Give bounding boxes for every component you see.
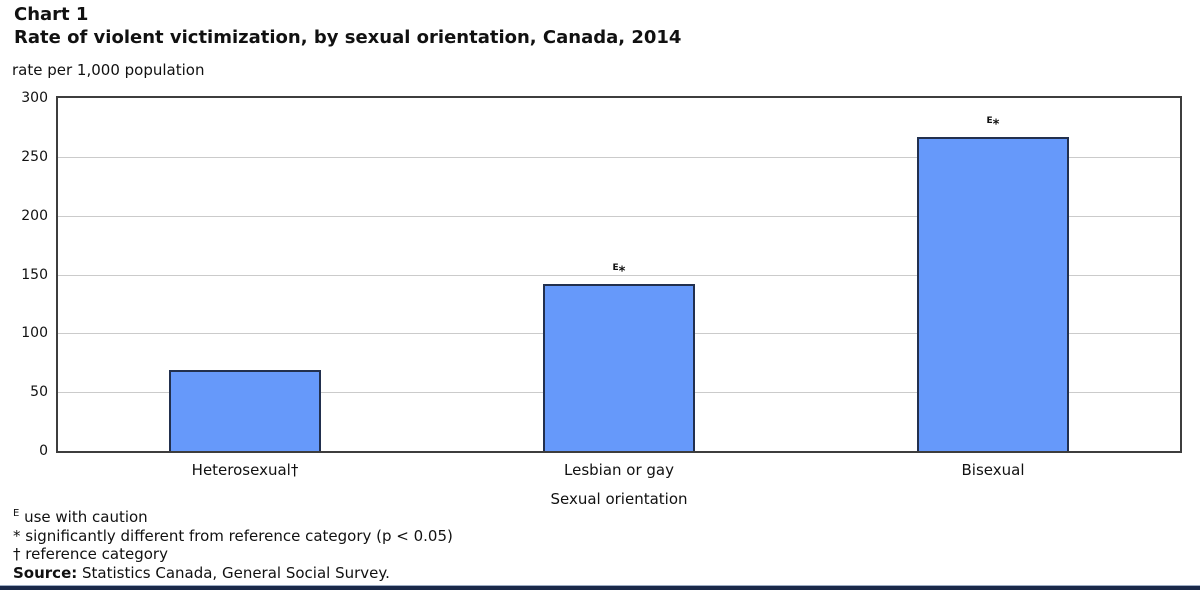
- y-axis-unit-label: rate per 1,000 population: [12, 61, 205, 79]
- y-tick-300: 300: [21, 90, 48, 106]
- y-tick-100: 100: [21, 325, 48, 342]
- source-text: Statistics Canada, General Social Survey…: [77, 563, 390, 582]
- significance-symbol: *: [13, 526, 21, 545]
- bar-annotation-bisexual: E*: [986, 115, 1000, 132]
- y-tick-250: 250: [21, 148, 48, 165]
- footnote-use-with-caution: E use with caution: [13, 508, 453, 527]
- caution-text: use with caution: [19, 508, 148, 526]
- footnotes-block: E use with caution * significantly diffe…: [13, 508, 453, 582]
- x-axis-title: Sexual orientation: [550, 490, 688, 508]
- x-category-heterosexual: Heterosexual†: [191, 461, 299, 479]
- bar-lesbian-or-gay: [543, 283, 695, 451]
- y-tick-150: 150: [21, 266, 48, 283]
- y-tick-200: 200: [21, 207, 48, 224]
- source-label: Source:: [13, 563, 78, 582]
- chart-title: Rate of violent victimization, by sexual…: [14, 27, 682, 48]
- bottom-border-rule: [0, 585, 1200, 590]
- reference-text: reference category: [20, 545, 168, 563]
- x-category-bisexual: Bisexual: [961, 461, 1025, 479]
- chart-number-label: Chart 1: [14, 4, 89, 25]
- footnote-source: Source: Statistics Canada, General Socia…: [13, 564, 453, 583]
- significance-text: significantly different from reference c…: [20, 526, 453, 545]
- bar-bisexual: [917, 136, 1069, 451]
- reference-symbol: †: [13, 545, 21, 563]
- gridline-200: [58, 215, 1180, 217]
- plot-area: E* E*: [56, 96, 1182, 453]
- y-tick-0: 0: [39, 443, 48, 459]
- footnote-reference-category: † reference category: [13, 545, 453, 564]
- y-tick-50: 50: [30, 384, 48, 401]
- caution-symbol: E: [13, 508, 20, 519]
- gridline-250: [58, 156, 1180, 158]
- bar-annotation-lesbian-or-gay: E*: [612, 262, 626, 279]
- bar-heterosexual: [169, 369, 321, 451]
- x-category-lesbian-or-gay: Lesbian or gay: [564, 461, 674, 479]
- gridline-150: [58, 274, 1180, 276]
- footnote-significance: * significantly different from reference…: [13, 527, 453, 546]
